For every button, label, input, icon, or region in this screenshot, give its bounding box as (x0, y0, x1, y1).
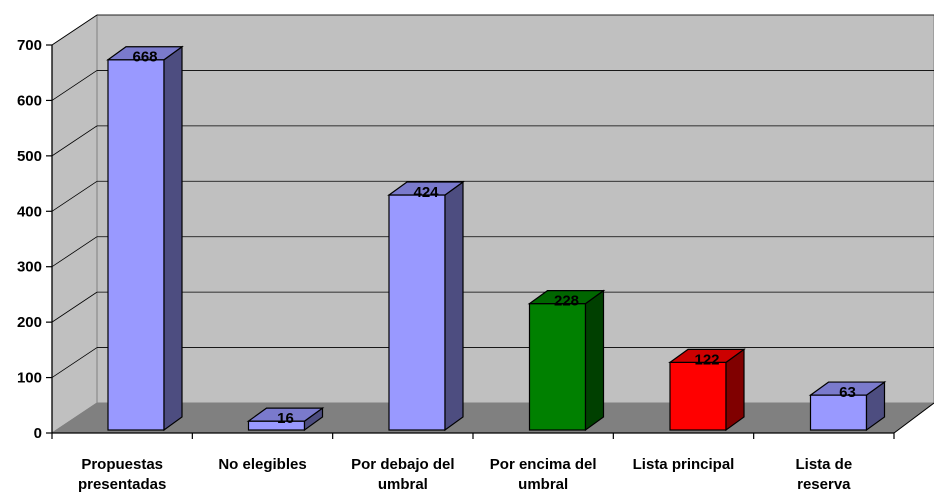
bar (246, 406, 325, 432)
data-labels: 668 16 424 228 122 63 (132, 49, 855, 427)
x-tick-label-line: presentadas (78, 476, 166, 493)
bar-side (163, 45, 183, 432)
y-axis: 0 100 200 300 400 500 600 700 (17, 37, 52, 442)
x-tick-label: Por debajo del umbral (351, 456, 454, 493)
x-tick-label-line: Lista de (795, 456, 852, 473)
x-tick-label-line: Por debajo del (351, 456, 454, 473)
bar-front (107, 59, 165, 431)
bar-front (528, 303, 587, 431)
bar-top (808, 381, 887, 396)
data-label: 16 (277, 410, 294, 427)
bar (668, 348, 746, 432)
gridline-side (51, 236, 98, 268)
x-tick-label-line: Propuestas (81, 456, 163, 473)
bar (106, 45, 184, 432)
gridline-side (51, 125, 98, 157)
category-labels: Propuestas presentadas No elegibles Por deb… (78, 456, 852, 493)
y-tick-label: 600 (17, 92, 42, 109)
data-label: 668 (132, 49, 157, 66)
x-tick-label: Por encima del umbral (490, 456, 597, 493)
gridline-side (51, 70, 98, 101)
y-tick-label: 100 (17, 370, 42, 387)
x-tick-label-line: umbral (518, 476, 568, 493)
bar-top (246, 407, 325, 422)
x-tick-label-line: No elegibles (218, 456, 306, 473)
x-tick-label: Lista de reserva (795, 456, 852, 493)
bar-top (668, 348, 746, 363)
x-tick-label-line: umbral (378, 476, 428, 493)
x-tick-label-line: reserva (797, 476, 851, 493)
bar (527, 289, 606, 432)
bar-top (387, 181, 465, 196)
x-tick-label-line: Lista principal (633, 456, 735, 473)
bar-side (725, 348, 745, 432)
gridline-side (51, 347, 98, 378)
y-tick-label: 0 (34, 425, 42, 442)
bar-top (527, 290, 606, 305)
x-axis-depth-line (893, 402, 934, 434)
x-tick-label: Propuestas presentadas (78, 456, 166, 493)
data-label: 63 (839, 384, 856, 401)
x-axis (51, 433, 895, 439)
x-tick-label: Lista principal (633, 456, 735, 473)
gridline-side (51, 291, 98, 323)
y-tick-label: 700 (17, 37, 42, 54)
bar-side (444, 180, 464, 432)
bar (808, 380, 887, 432)
x-tick-label: No elegibles (218, 456, 306, 473)
y-tick-label: 400 (17, 203, 42, 220)
bar-front (669, 361, 727, 431)
y-tick-label: 200 (17, 314, 42, 331)
back-wall (96, 14, 934, 404)
y-tick-label: 300 (17, 259, 42, 276)
x-tick-label-line: Por encima del (490, 456, 597, 473)
bar-side (584, 289, 605, 432)
data-label: 424 (413, 184, 439, 201)
gridline-side (51, 14, 98, 46)
bar-top (106, 46, 184, 61)
side-wall (51, 14, 98, 434)
data-label: 228 (554, 293, 579, 310)
bar-front (809, 394, 868, 431)
bars (106, 45, 887, 432)
y-tick-label: 500 (17, 148, 42, 165)
bar-front (388, 194, 446, 431)
data-label: 122 (694, 351, 719, 368)
gridline-side (51, 180, 98, 212)
floor (50, 402, 934, 434)
bar (387, 180, 465, 432)
gridlines (51, 14, 934, 378)
